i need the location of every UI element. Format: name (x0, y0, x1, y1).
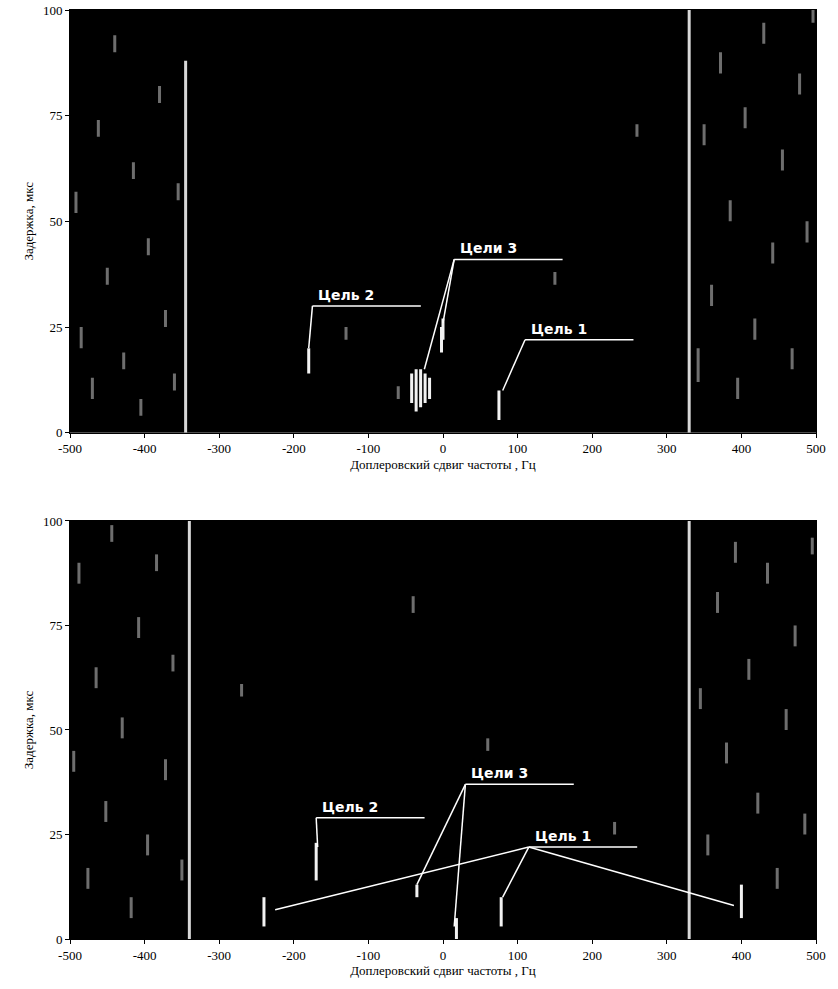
svg-text:0: 0 (440, 441, 447, 456)
svg-text:75: 75 (49, 108, 62, 123)
svg-text:-100: -100 (356, 948, 380, 963)
svg-text:100: 100 (43, 514, 63, 529)
svg-text:-400: -400 (133, 441, 157, 456)
svg-text:200: 200 (582, 948, 602, 963)
svg-text:500: 500 (806, 441, 826, 456)
svg-text:Доплеровский сдвиг частоты , Г: Доплеровский сдвиг частоты , Гц (350, 457, 536, 472)
svg-text:25: 25 (49, 827, 62, 842)
svg-text:500: 500 (806, 948, 826, 963)
svg-text:100: 100 (508, 441, 528, 456)
svg-text:50: 50 (49, 723, 62, 738)
svg-text:Задержка, мкс: Задержка, мкс (21, 182, 36, 261)
svg-text:-500: -500 (58, 441, 82, 456)
svg-text:-100: -100 (356, 441, 380, 456)
svg-text:300: 300 (657, 441, 677, 456)
svg-text:400: 400 (732, 441, 752, 456)
svg-text:Цели 3: Цели 3 (460, 240, 517, 256)
svg-text:400: 400 (732, 948, 752, 963)
svg-text:200: 200 (582, 441, 602, 456)
svg-text:0: 0 (56, 932, 63, 947)
svg-text:50: 50 (49, 214, 62, 229)
svg-text:300: 300 (657, 948, 677, 963)
svg-text:-200: -200 (282, 441, 306, 456)
svg-text:100: 100 (43, 3, 63, 18)
svg-text:Цель 2: Цель 2 (322, 799, 378, 815)
svg-text:-300: -300 (207, 441, 231, 456)
svg-text:0: 0 (440, 948, 447, 963)
svg-text:-200: -200 (282, 948, 306, 963)
svg-text:-500: -500 (58, 948, 82, 963)
svg-text:Задержка, мкс: Задержка, мкс (21, 690, 36, 769)
svg-text:Цель 1: Цель 1 (531, 321, 587, 337)
svg-text:25: 25 (49, 320, 62, 335)
svg-text:-400: -400 (133, 948, 157, 963)
svg-text:Цель 2: Цель 2 (318, 287, 374, 303)
svg-text:Цели 3: Цели 3 (471, 765, 528, 781)
svg-text:75: 75 (49, 618, 62, 633)
svg-text:0: 0 (56, 425, 63, 440)
svg-text:-300: -300 (207, 948, 231, 963)
svg-text:Цель 1: Цель 1 (535, 828, 591, 844)
svg-text:100: 100 (508, 948, 528, 963)
svg-text:Доплеровский сдвиг частоты , Г: Доплеровский сдвиг частоты , Гц (350, 963, 536, 978)
